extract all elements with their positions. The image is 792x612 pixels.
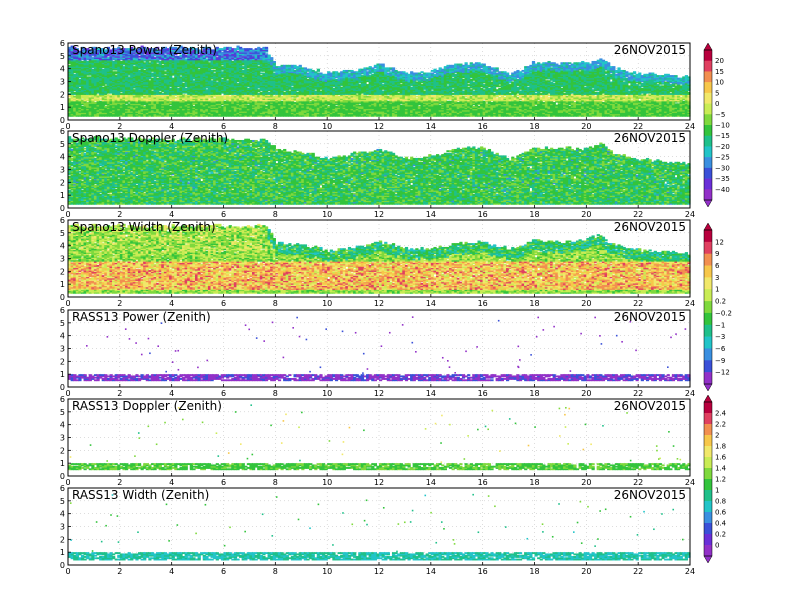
heatmap-cell	[268, 55, 271, 57]
radar-profiler-figure: 0 2 4 6 8 10 12 14 16 18 20 22 240123456 Spano13 Powe…	[0, 0, 792, 612]
heatmap-cell	[270, 57, 273, 59]
heatmap-cell	[265, 47, 268, 49]
heatmap-cell	[273, 61, 276, 63]
